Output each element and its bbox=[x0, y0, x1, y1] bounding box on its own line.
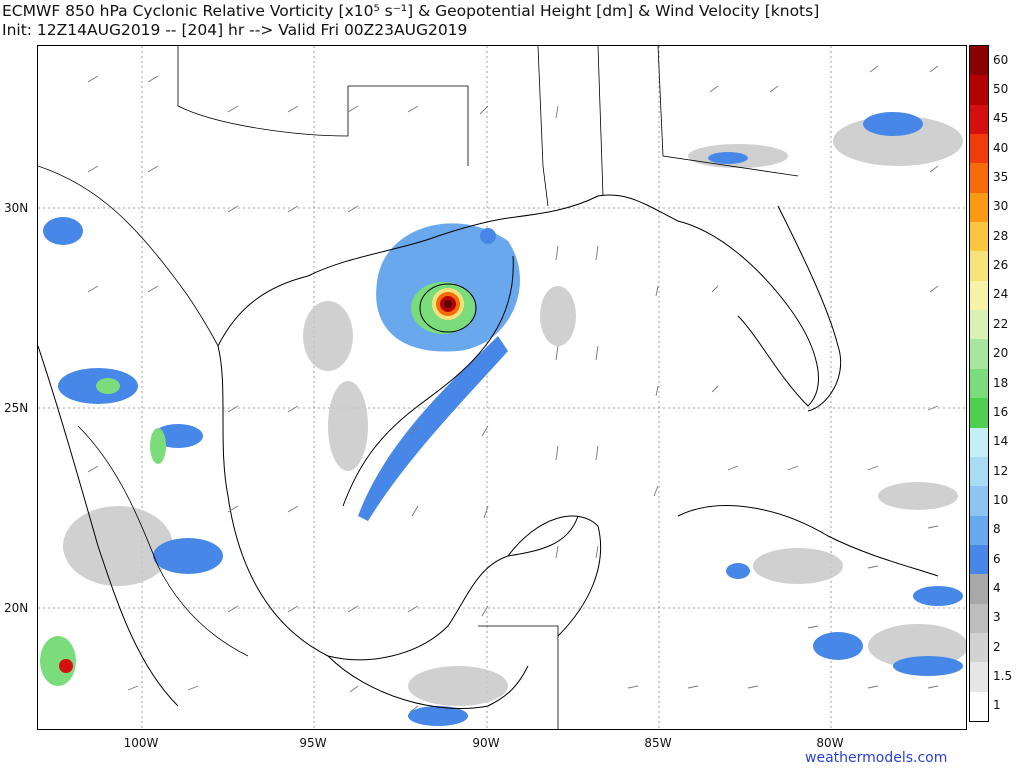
colorbar-swatch bbox=[970, 427, 988, 458]
lat-label-25n: 25N bbox=[4, 401, 29, 415]
colorbar-swatch bbox=[970, 280, 988, 311]
map-canvas bbox=[38, 46, 966, 729]
political-borders bbox=[38, 46, 799, 729]
map-panel bbox=[37, 45, 967, 730]
colorbar-label: 14 bbox=[993, 434, 1009, 449]
colorbar-label: 18 bbox=[993, 375, 1009, 390]
colorbar-swatch bbox=[970, 544, 988, 575]
colorbar-label: 8 bbox=[993, 522, 1001, 537]
colorbar-label: 20 bbox=[993, 346, 1009, 361]
lon-label-100w: 100W bbox=[123, 736, 159, 750]
colorbar-label: 30 bbox=[993, 199, 1009, 214]
colorbar-swatch bbox=[970, 368, 988, 399]
colorbar-swatch bbox=[970, 691, 988, 722]
colorbar-swatch bbox=[970, 310, 988, 340]
title-line-2: Init: 12Z14AUG2019 -- [204] hr --> Valid… bbox=[2, 21, 468, 39]
colorbar-swatch bbox=[970, 632, 988, 663]
colorbar-swatch bbox=[970, 192, 988, 223]
lon-label-95w: 95W bbox=[299, 736, 327, 750]
colorbar-label: 2 bbox=[993, 639, 1001, 654]
map-title: ECMWF 850 hPa Cyclonic Relative Vorticit… bbox=[2, 2, 819, 40]
colorbar-label: 35 bbox=[993, 170, 1009, 185]
colorbar-swatch bbox=[970, 398, 988, 429]
lat-label-20n: 20N bbox=[4, 601, 29, 615]
colorbar-swatch bbox=[970, 486, 988, 517]
colorbar-label: 4 bbox=[993, 580, 1001, 595]
lat-label-30n: 30N bbox=[4, 201, 29, 215]
colorbar-label: 60 bbox=[993, 52, 1009, 67]
wind-arrow-field bbox=[87, 65, 939, 713]
colorbar-label: 1 bbox=[993, 698, 1001, 713]
colorbar-swatch bbox=[970, 46, 988, 76]
vorticity-gray-areas bbox=[63, 116, 966, 706]
colorbar-swatch bbox=[970, 104, 988, 135]
coastlines bbox=[38, 194, 939, 709]
colorbar-label: 6 bbox=[993, 551, 1001, 566]
colorbar-swatch bbox=[970, 456, 988, 487]
colorbar-label: 1.5 bbox=[993, 668, 1013, 683]
vorticity-blue-areas bbox=[43, 112, 963, 726]
lon-label-90w: 90W bbox=[472, 736, 500, 750]
colorbar-label: 16 bbox=[993, 404, 1009, 419]
colorbar-label: 26 bbox=[993, 258, 1009, 273]
lon-label-80w: 80W bbox=[816, 736, 844, 750]
colorbar-swatch bbox=[970, 574, 988, 605]
colorbar-swatch bbox=[970, 339, 988, 370]
graticule bbox=[38, 46, 966, 729]
colorbar-label: 22 bbox=[993, 316, 1009, 331]
colorbar-swatch bbox=[970, 75, 988, 106]
colorbar-swatch bbox=[970, 515, 988, 546]
colorbar-swatch bbox=[970, 662, 988, 693]
colorbar-label: 45 bbox=[993, 111, 1009, 126]
colorbar-swatch bbox=[970, 603, 988, 634]
colorbar-label: 40 bbox=[993, 140, 1009, 155]
colorbar-swatch bbox=[970, 134, 988, 164]
colorbar-swatch bbox=[970, 222, 988, 252]
lon-label-85w: 85W bbox=[644, 736, 672, 750]
credit-text: weathermodels.com bbox=[805, 750, 948, 766]
colorbar bbox=[969, 45, 989, 722]
storm-core bbox=[59, 255, 514, 673]
colorbar-swatch bbox=[970, 163, 988, 194]
title-line-1: ECMWF 850 hPa Cyclonic Relative Vorticit… bbox=[2, 2, 820, 20]
colorbar-label: 12 bbox=[993, 463, 1009, 478]
colorbar-swatch bbox=[970, 251, 988, 282]
colorbar-label: 10 bbox=[993, 492, 1009, 507]
colorbar-label: 50 bbox=[993, 82, 1009, 97]
colorbar-label: 28 bbox=[993, 228, 1009, 243]
colorbar-label: 3 bbox=[993, 610, 1001, 625]
colorbar-label: 24 bbox=[993, 287, 1009, 302]
